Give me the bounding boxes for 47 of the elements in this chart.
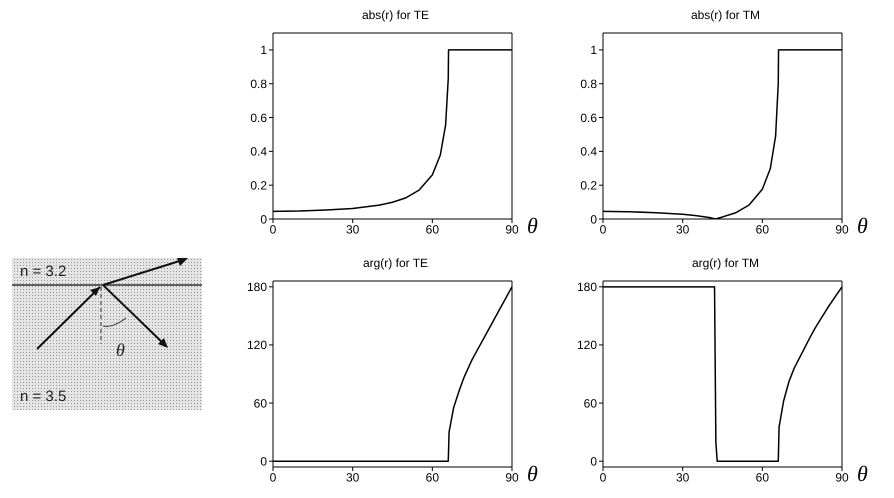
y-tick-label: 0.4	[580, 144, 598, 159]
x-tick-label: 0	[600, 222, 607, 237]
chart-title: abs(r) for TE	[360, 8, 430, 22]
x-tick-label: 90	[835, 222, 849, 237]
y-tick-label: 60	[584, 396, 598, 410]
chart-title: abs(r) for TM	[690, 8, 762, 22]
y-tick-label: 0.2	[250, 178, 268, 192]
y-tick-label: 0	[590, 454, 598, 468]
y-tick-label: 0	[260, 212, 268, 226]
x-tick-label: 90	[835, 470, 849, 485]
x-tick-label: 60	[756, 222, 770, 237]
y-tick-label: 0.6	[250, 110, 268, 125]
x-tick-label: 30	[676, 222, 690, 237]
x-tick-label: 30	[676, 470, 690, 485]
x-axis-title: θ	[527, 213, 538, 239]
y-tick-label: 0.8	[580, 76, 598, 91]
x-tick-label: 0	[600, 470, 607, 485]
x-tick-label: 90	[505, 222, 519, 237]
chart-title: arg(r) for TM	[690, 256, 760, 270]
text: n = 3.2	[20, 263, 66, 280]
x-tick-label: 0	[270, 470, 277, 485]
y-tick-label: 60	[254, 396, 268, 410]
x-axis-title: θ	[527, 461, 538, 487]
x-tick-label: 60	[426, 470, 440, 485]
x-tick-label: 90	[505, 470, 519, 485]
y-tick-label: 120	[576, 338, 598, 352]
y-tick-label: 0.2	[580, 178, 598, 192]
x-tick-label: 60	[756, 470, 770, 485]
y-tick-label: 1	[590, 43, 598, 58]
y-tick-label: 180	[576, 280, 598, 294]
x-tick-label: 30	[346, 470, 360, 485]
x-tick-label: 60	[426, 222, 440, 237]
y-tick-label: 0.6	[580, 110, 598, 125]
y-tick-label: 1	[260, 43, 268, 58]
text: n = 3.5	[20, 388, 66, 405]
x-tick-label: 30	[346, 222, 360, 237]
y-tick-label: 0	[590, 212, 598, 226]
x-axis-title: θ	[857, 461, 868, 487]
y-tick-label: 180	[246, 280, 268, 294]
text: θ	[116, 340, 125, 360]
y-tick-label: 0.8	[250, 76, 268, 91]
x-axis-title: θ	[857, 213, 868, 239]
x-tick-label: 0	[270, 222, 277, 237]
y-tick-label: 0.4	[250, 144, 268, 159]
y-tick-label: 0	[260, 454, 268, 468]
chart-title: arg(r) for TE	[362, 256, 430, 270]
y-tick-label: 120	[246, 338, 268, 352]
